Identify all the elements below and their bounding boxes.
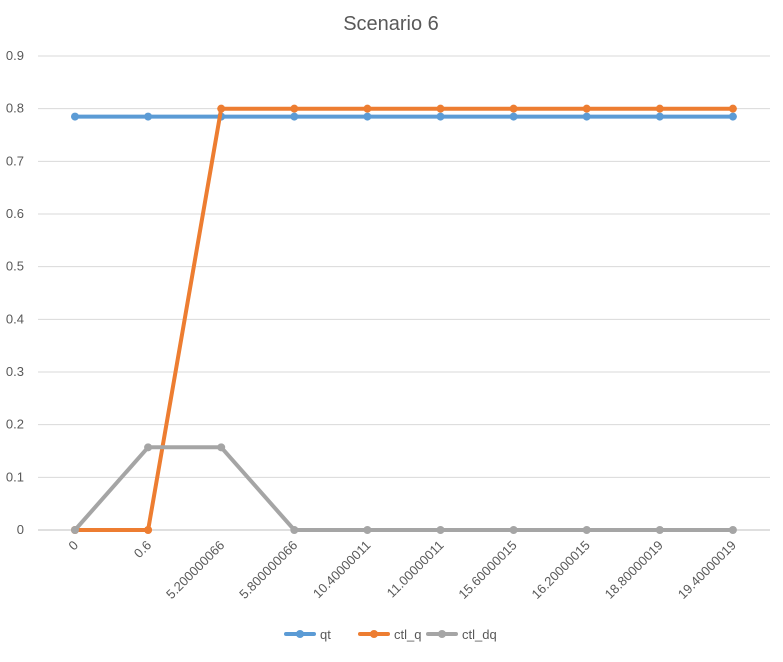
legend: qt ctl_q ctl_dq	[284, 627, 497, 642]
legend-label: qt	[320, 627, 331, 642]
legend-item: ctl_dq	[426, 627, 497, 642]
x-tick-label: 19.40000019	[675, 538, 739, 602]
data-point	[290, 112, 299, 121]
chart-title: Scenario 6	[343, 13, 439, 35]
y-tick-label: 0.7	[6, 153, 24, 168]
data-point	[217, 443, 226, 452]
data-point	[728, 526, 737, 534]
series-line	[73, 445, 735, 532]
y-tick-label: 0.1	[6, 469, 24, 484]
data-point	[290, 526, 299, 534]
data-point	[71, 526, 79, 534]
y-tick-label: 0.5	[6, 259, 24, 274]
data-point	[144, 526, 153, 534]
data-point	[728, 104, 737, 113]
series-ctl_dq	[71, 443, 737, 534]
data-point	[582, 112, 591, 121]
data-point	[509, 104, 518, 113]
y-tick-label: 0.2	[6, 417, 24, 432]
data-point	[144, 112, 153, 121]
legend-item: ctl_q	[358, 627, 421, 642]
x-tick-label: 0	[65, 538, 81, 554]
series-line	[73, 106, 735, 532]
legend-label: ctl_q	[394, 627, 421, 642]
y-tick-label: 0.3	[6, 364, 24, 379]
x-tick-label: 18.80000019	[602, 538, 666, 602]
y-tick-label: 0.4	[6, 311, 24, 326]
data-point	[363, 112, 372, 121]
data-point	[290, 104, 299, 113]
legend-marker	[438, 630, 446, 638]
series-qt	[71, 112, 737, 121]
data-point	[436, 526, 445, 534]
x-tick-label: 5.200000066	[163, 538, 227, 602]
data-point	[509, 526, 518, 534]
data-point	[363, 526, 372, 534]
x-axis-ticks: 0 0.6 5.200000066 5.800000066 10.40000011 11.…	[65, 538, 739, 602]
data-point	[436, 104, 445, 113]
y-tick-label: 0.6	[6, 206, 24, 221]
y-tick-label: 0.8	[6, 101, 24, 116]
data-point	[728, 112, 737, 121]
x-tick-label: 5.800000066	[236, 538, 300, 602]
legend-marker	[370, 630, 378, 638]
y-tick-label: 0	[17, 522, 24, 537]
data-point	[71, 112, 79, 121]
x-tick-label: 11.00000011	[384, 538, 447, 601]
x-tick-label: 10.40000011	[310, 538, 374, 602]
x-tick-label: 15.60000015	[455, 538, 519, 602]
data-point	[144, 443, 153, 452]
series-lines	[71, 104, 737, 534]
data-point	[582, 104, 591, 113]
data-point	[582, 526, 591, 534]
x-tick-label: 0.6	[131, 538, 154, 561]
data-point	[217, 104, 226, 113]
legend-item: qt	[284, 627, 331, 642]
data-point	[436, 112, 445, 121]
data-point	[655, 112, 664, 121]
data-point	[655, 104, 664, 113]
x-tick-label: 16.20000015	[529, 538, 593, 602]
y-axis-ticks: 0 0.1 0.2 0.3 0.4 0.5 0.6 0.7 0.8 0.9	[6, 48, 24, 537]
data-point	[655, 526, 664, 534]
gridlines	[38, 55, 770, 531]
data-point	[509, 112, 518, 121]
legend-label: ctl_dq	[462, 627, 497, 642]
data-point	[363, 104, 372, 113]
y-tick-label: 0.9	[6, 48, 24, 63]
legend-marker	[296, 630, 304, 638]
